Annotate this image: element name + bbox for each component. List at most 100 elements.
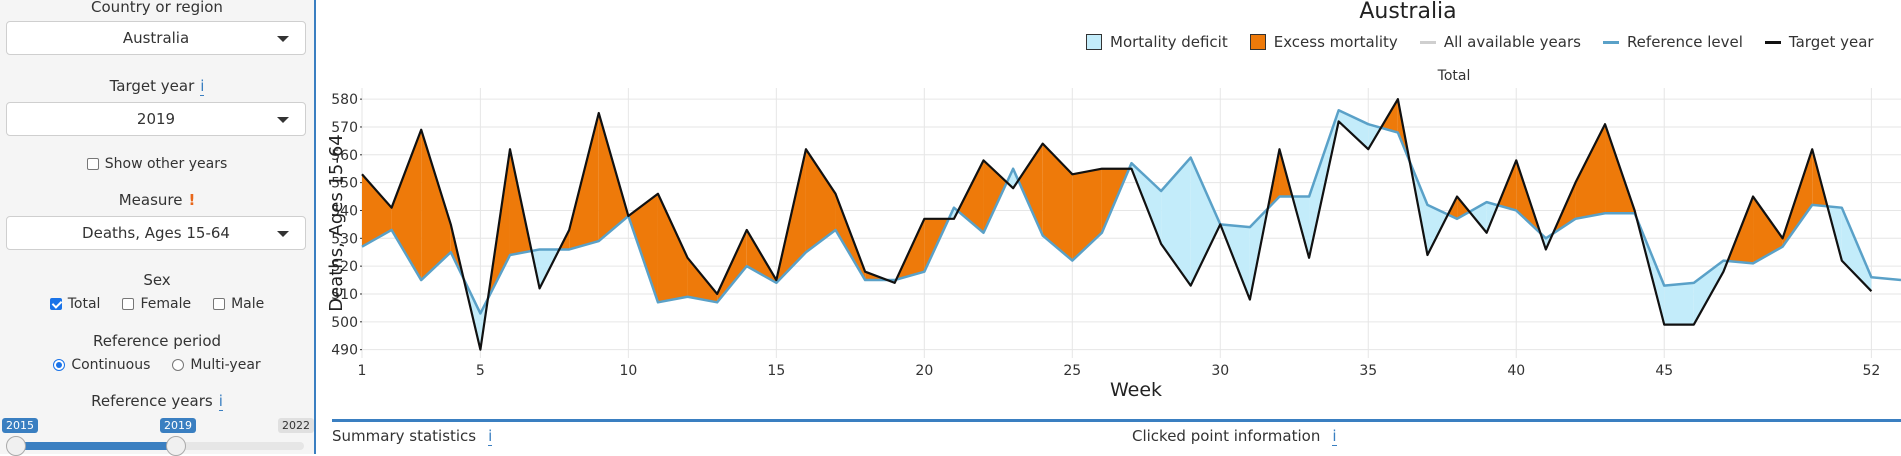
country-label: Country or region: [91, 0, 223, 16]
sex-total-checkbox[interactable]: [49, 298, 62, 310]
x-tick-label: 25: [1063, 363, 1081, 379]
legend-item-mortality-deficit[interactable]: Mortality deficit: [1086, 33, 1228, 51]
deficit-area: [1841, 207, 1872, 292]
show-other-years-checkbox[interactable]: [86, 158, 99, 170]
x-axis-title: Week: [1110, 379, 1162, 401]
multi-year-radio[interactable]: [172, 359, 185, 371]
sex-total-label: Total: [67, 296, 101, 312]
show-other-years-label: Show other years: [104, 156, 228, 172]
x-tick-label: 15: [767, 363, 785, 379]
chevron-down-icon: [277, 36, 289, 42]
target-year-label-text: Target year: [109, 77, 195, 95]
measure-select[interactable]: Deaths, Ages 15-64: [6, 216, 306, 250]
legend-item-excess-mortality[interactable]: Excess mortality: [1249, 33, 1398, 51]
y-axis-title: Deaths, Ages 15-64: [326, 134, 347, 311]
country-select[interactable]: Australia: [6, 21, 306, 55]
x-tick-label: 45: [1655, 363, 1673, 379]
x-tick-label: 1: [358, 363, 367, 379]
x-tick-label: 30: [1211, 363, 1229, 379]
excess-area: [983, 160, 1007, 233]
clicked-point-label: Clicked point information: [1132, 427, 1321, 445]
sex-male-checkbox[interactable]: [213, 298, 226, 310]
excess-area: [1753, 196, 1783, 264]
warning-icon[interactable]: !: [188, 191, 196, 209]
y-tick-label: 490: [331, 343, 358, 359]
summary-statistics-tab[interactable]: Summary statistics i: [332, 427, 493, 446]
reference-years-label: Reference years i: [0, 392, 314, 411]
excess-area: [1072, 168, 1102, 261]
y-tick-label: 570: [331, 120, 358, 136]
sex-female-checkbox[interactable]: [122, 298, 135, 310]
slider-from-badge: 2019: [160, 418, 196, 433]
x-tick-label: 10: [619, 363, 637, 379]
y-tick-label: 540: [331, 203, 358, 219]
reference-period-label: Reference period: [92, 332, 222, 350]
x-tick-label: 52: [1862, 363, 1880, 379]
x-tick-label: 40: [1507, 363, 1525, 379]
deficit-area: [1338, 110, 1369, 150]
legend-label-deficit: Mortality deficit: [1110, 33, 1228, 51]
deficit-area: [1292, 196, 1310, 258]
sex-female-label: Female: [140, 296, 192, 312]
show-other-years-row[interactable]: Show other years: [0, 156, 314, 172]
deficit-area: [1249, 208, 1268, 300]
reference-level-line: [361, 109, 1901, 315]
legend-label-reference: Reference level: [1626, 33, 1743, 51]
target-year-select[interactable]: 2019: [6, 102, 306, 136]
info-icon[interactable]: i: [200, 77, 205, 96]
deficit-area: [1190, 157, 1221, 286]
slider-handle-end[interactable]: [166, 436, 186, 456]
excess-area: [598, 113, 629, 242]
slider-max-badge: 2022: [278, 418, 314, 433]
excess-area: [957, 160, 984, 233]
excess-area: [628, 193, 658, 303]
chevron-down-icon: [277, 117, 289, 123]
info-icon[interactable]: i: [1332, 427, 1337, 446]
info-icon[interactable]: i: [488, 427, 493, 446]
legend-line-target: [1764, 40, 1781, 44]
target-year-line: [361, 98, 1873, 351]
excess-area: [1042, 143, 1073, 261]
excess-area: [1575, 124, 1606, 219]
excess-area: [391, 129, 422, 281]
summary-statistics-label: Summary statistics: [332, 427, 477, 445]
deficit-area: [1664, 282, 1694, 325]
facet-title: Total: [1437, 68, 1471, 84]
legend-label-all-years: All available years: [1443, 33, 1581, 51]
info-icon[interactable]: i: [218, 392, 223, 411]
y-tick-label: 530: [331, 231, 358, 247]
legend-item-all-years[interactable]: All available years: [1419, 33, 1581, 51]
legend-label-target: Target year: [1788, 33, 1874, 51]
y-tick-label: 510: [331, 287, 358, 303]
legend-label-excess: Excess mortality: [1273, 33, 1398, 51]
continuous-label: Continuous: [71, 357, 151, 373]
reference-years-label-text: Reference years: [91, 392, 213, 410]
excess-area: [487, 149, 510, 299]
legend-item-target-year[interactable]: Target year: [1764, 33, 1874, 51]
reference-period-options: Continuous Multi-year: [0, 357, 314, 373]
y-tick-label: 550: [331, 176, 358, 192]
excess-area: [687, 257, 718, 303]
clicked-point-tab[interactable]: Clicked point information i: [1132, 427, 1337, 446]
measure-value: Deaths, Ages 15-64: [82, 224, 230, 242]
continuous-radio[interactable]: [53, 359, 66, 371]
deficit-area: [1693, 260, 1724, 325]
main-panel: Australia Mortality deficit Excess morta…: [318, 0, 1901, 454]
measure-label: Measure!: [0, 191, 314, 209]
sidebar: Country or region Australia Target year i…: [0, 0, 316, 456]
slider-handle-start[interactable]: [6, 436, 26, 456]
excess-area: [421, 129, 451, 281]
y-tick-label: 560: [331, 148, 358, 164]
chevron-down-icon: [277, 231, 289, 237]
target-year-label: Target year i: [0, 77, 314, 96]
y-tick-label: 520: [331, 259, 358, 275]
legend-swatch-excess: [1249, 34, 1266, 50]
chart-legend: Mortality deficit Excess mortality All a…: [1086, 31, 1896, 53]
legend-item-reference-level[interactable]: Reference level: [1602, 33, 1743, 51]
excess-area: [1018, 143, 1043, 236]
legend-swatch-deficit: [1086, 34, 1102, 50]
legend-line-reference: [1602, 40, 1619, 44]
chart-title: Australia: [1359, 0, 1457, 24]
x-tick-label: 5: [476, 363, 485, 379]
